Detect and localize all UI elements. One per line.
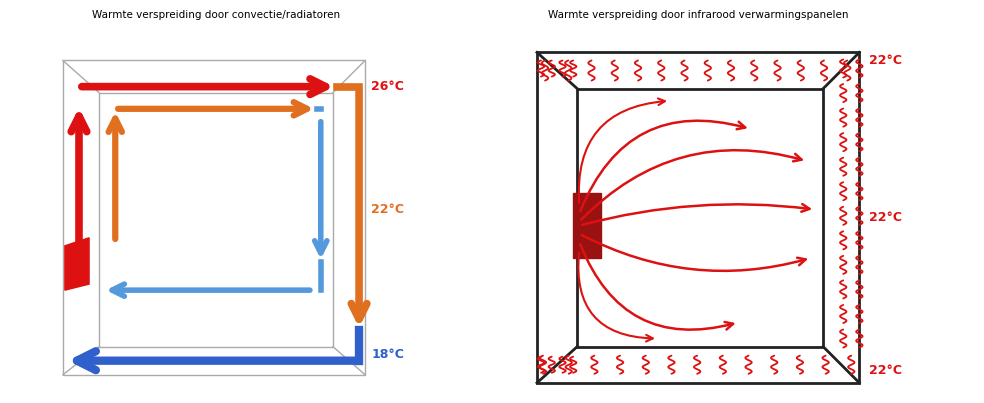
- Text: 22°C: 22°C: [371, 203, 404, 216]
- Text: 22°C: 22°C: [870, 211, 902, 224]
- Polygon shape: [65, 238, 90, 290]
- Text: 22°C: 22°C: [870, 364, 902, 377]
- Text: 18°C: 18°C: [371, 348, 404, 361]
- Text: 22°C: 22°C: [870, 54, 902, 67]
- Text: 26°C: 26°C: [371, 80, 404, 93]
- Text: Warmte verspreiding door infrarood verwarmingspanelen: Warmte verspreiding door infrarood verwa…: [548, 10, 848, 20]
- Text: Warmte verspreiding door convectie/radiatoren: Warmte verspreiding door convectie/radia…: [92, 10, 340, 20]
- Bar: [574, 193, 601, 258]
